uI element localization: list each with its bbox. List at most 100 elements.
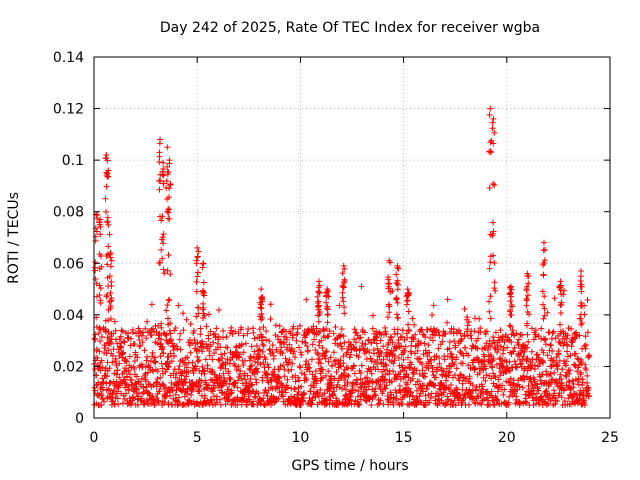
data-point — [464, 314, 471, 321]
data-point — [476, 369, 483, 376]
data-point — [456, 372, 463, 379]
data-point — [340, 284, 347, 291]
data-point — [382, 371, 389, 378]
data-point — [393, 344, 400, 351]
data-point — [167, 350, 174, 357]
data-point — [577, 369, 584, 376]
data-point — [583, 366, 590, 373]
data-point — [117, 333, 124, 340]
data-point — [420, 351, 427, 358]
data-point — [566, 378, 573, 385]
data-point — [199, 363, 206, 370]
data-point — [94, 354, 101, 361]
data-point — [190, 381, 197, 388]
data-point — [183, 316, 190, 323]
data-point — [165, 297, 172, 304]
data-point — [200, 310, 207, 317]
data-point — [574, 355, 581, 362]
data-point — [216, 380, 223, 387]
data-point — [506, 379, 513, 386]
data-point — [267, 301, 274, 308]
data-point — [297, 364, 304, 371]
data-point — [107, 263, 114, 270]
data-point — [564, 332, 571, 339]
data-point — [323, 289, 330, 296]
data-point — [401, 347, 408, 354]
data-point — [247, 363, 254, 370]
data-point — [394, 286, 401, 293]
data-point — [357, 392, 364, 399]
data-point — [491, 181, 498, 188]
data-point — [213, 393, 220, 400]
data-point — [465, 352, 472, 359]
data-point — [462, 344, 469, 351]
data-point — [357, 396, 364, 403]
data-point — [322, 349, 329, 356]
data-point — [388, 334, 395, 341]
data-point — [416, 378, 423, 385]
data-point — [95, 330, 102, 337]
data-point — [449, 360, 456, 367]
data-point — [125, 383, 132, 390]
data-point — [108, 295, 115, 302]
data-point — [289, 332, 296, 339]
data-point — [469, 342, 476, 349]
data-point — [480, 386, 487, 393]
data-point — [211, 350, 218, 357]
data-point — [98, 392, 105, 399]
data-point — [491, 279, 498, 286]
data-point — [207, 376, 214, 383]
data-point — [189, 340, 196, 347]
data-point — [104, 395, 111, 402]
data-point — [303, 296, 310, 303]
data-point — [378, 360, 385, 367]
data-point — [444, 296, 451, 303]
data-point — [339, 283, 346, 290]
data-point — [582, 333, 589, 340]
data-point — [276, 375, 283, 382]
data-point — [337, 331, 344, 338]
data-point — [227, 376, 234, 383]
data-point — [399, 333, 406, 340]
data-point — [220, 327, 227, 334]
data-point — [524, 309, 531, 316]
data-point — [158, 320, 165, 327]
data-point — [185, 368, 192, 375]
data-point — [464, 322, 471, 329]
data-point — [282, 389, 289, 396]
data-point — [376, 400, 383, 407]
data-point — [204, 365, 211, 372]
data-point — [551, 390, 558, 397]
data-point — [356, 401, 363, 408]
data-point — [380, 356, 387, 363]
data-point — [405, 385, 412, 392]
data-point — [362, 397, 369, 404]
data-point — [479, 383, 486, 390]
data-point — [394, 280, 401, 287]
data-point — [267, 401, 274, 408]
data-point — [541, 260, 548, 267]
data-point — [264, 361, 271, 368]
data-point — [397, 376, 404, 383]
data-point — [315, 393, 322, 400]
data-point — [231, 379, 238, 386]
data-point — [359, 340, 366, 347]
data-point — [409, 369, 416, 376]
data-point — [279, 350, 286, 357]
data-point — [206, 352, 213, 359]
data-point — [193, 288, 200, 295]
data-point — [443, 400, 450, 407]
data-point — [436, 332, 443, 339]
data-point — [424, 326, 431, 333]
data-point — [193, 278, 200, 285]
data-point — [372, 385, 379, 392]
data-point — [133, 373, 140, 380]
data-point — [513, 330, 520, 337]
data-point — [344, 349, 351, 356]
data-point — [200, 260, 207, 267]
data-point — [559, 366, 566, 373]
data-point — [105, 243, 112, 250]
data-point — [457, 330, 464, 337]
data-point — [324, 319, 331, 326]
data-point — [410, 370, 417, 377]
